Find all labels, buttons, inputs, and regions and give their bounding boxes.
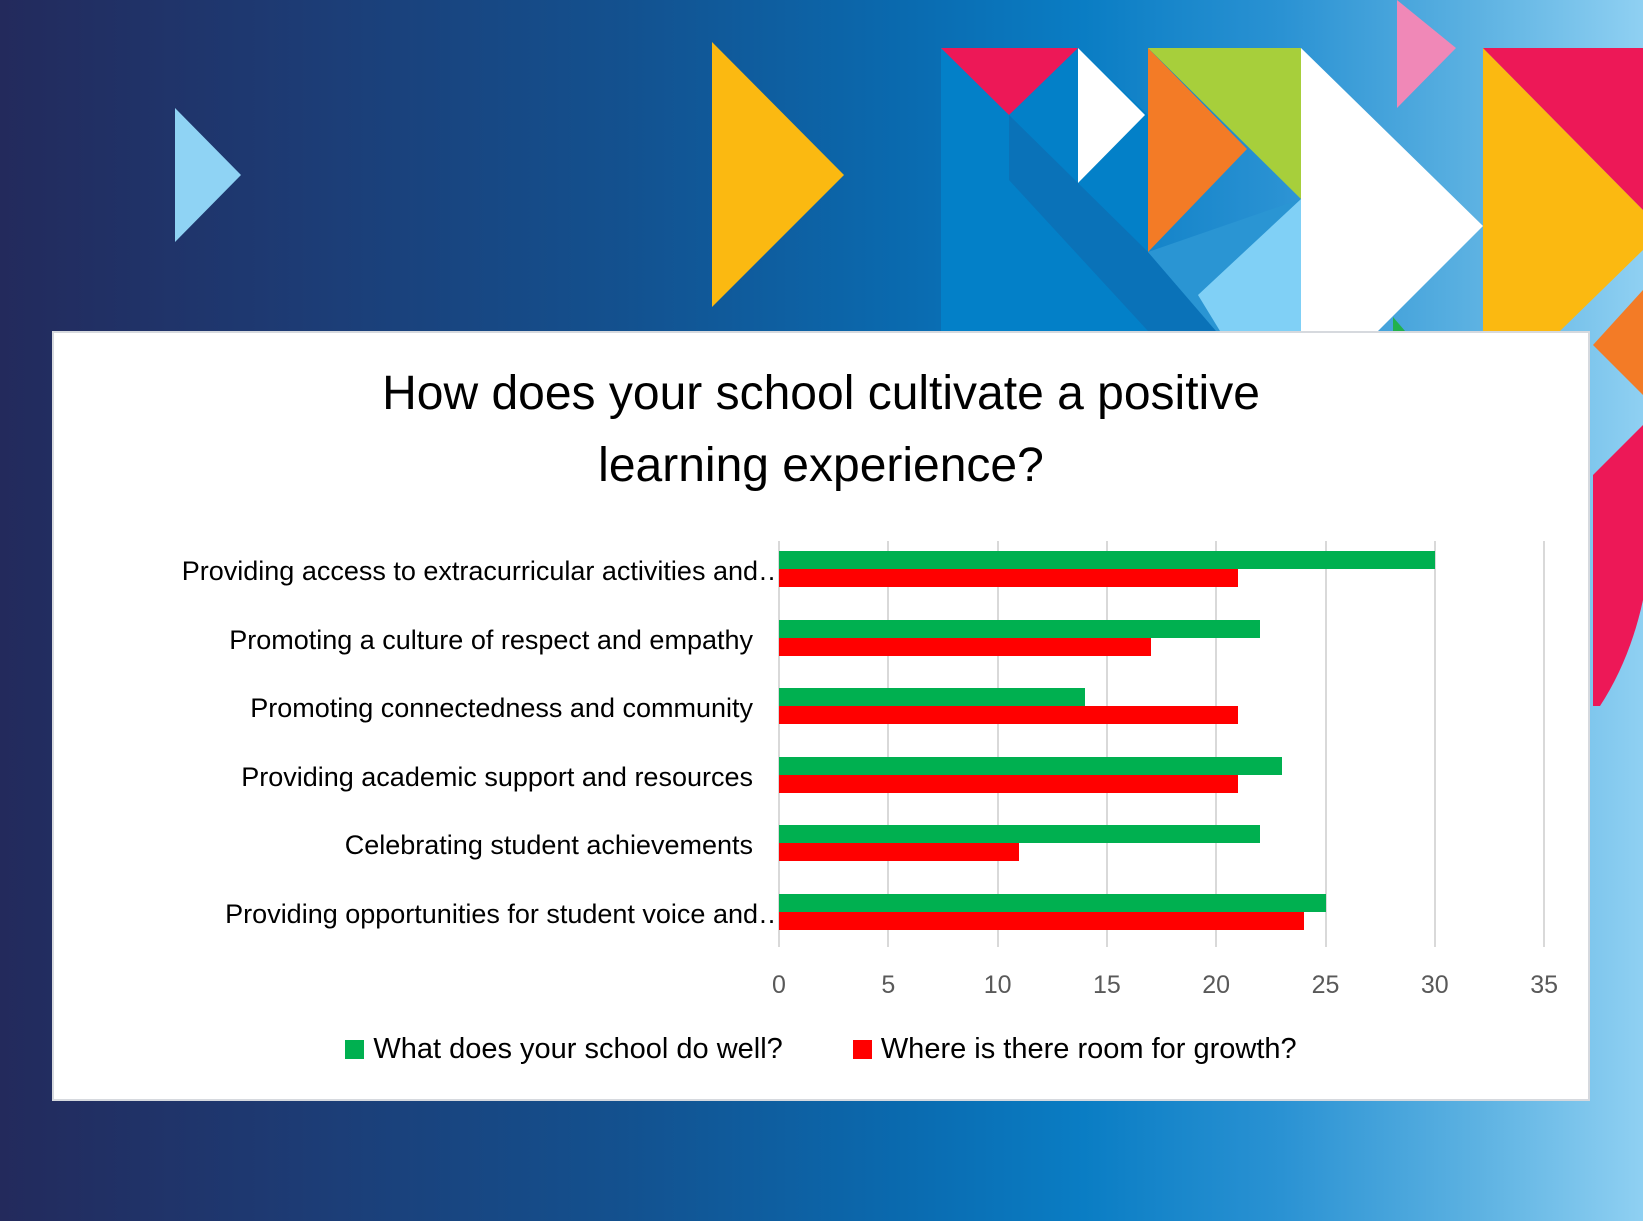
x-axis-tick-label: 10 — [983, 971, 1012, 999]
shape-orange-right — [1593, 290, 1643, 395]
legend-label: What does your school do well? — [373, 1033, 783, 1065]
gridline — [996, 541, 999, 947]
category-labels: Providing access to extracurricular acti… — [54, 333, 785, 1099]
bar-room-for-growth — [779, 706, 1239, 724]
bar-do-well — [779, 688, 1086, 706]
triangle-shape-red-right — [1483, 48, 1643, 210]
bar-room-for-growth — [779, 569, 1239, 587]
arrow-shape-light-blue — [175, 108, 241, 242]
chart-title: How does your school cultivate a positiv… — [54, 358, 1588, 502]
y-axis-line — [778, 541, 780, 947]
gridline — [1543, 541, 1546, 947]
legend: What does your school do well? Where is … — [54, 1033, 1588, 1066]
bar-room-for-growth — [779, 843, 1020, 861]
gridline — [887, 541, 890, 947]
arrow-shape-pink — [1397, 0, 1456, 108]
gridline — [1215, 541, 1218, 947]
bar-do-well — [779, 551, 1435, 569]
x-axis-tick-label: 30 — [1420, 971, 1449, 999]
category-label: Providing opportunities for student voic… — [225, 899, 785, 929]
legend-swatch-green — [345, 1040, 365, 1059]
x-axis-tick-label: 25 — [1311, 971, 1340, 999]
triangle-shape-orange — [1148, 48, 1247, 252]
x-axis-tick-label: 15 — [1092, 971, 1121, 999]
category-label: Providing access to extracurricular acti… — [181, 556, 785, 586]
shape-red-crescent — [1593, 425, 1643, 706]
bar-do-well — [779, 894, 1326, 912]
legend-swatch-red — [852, 1040, 872, 1059]
bar-room-for-growth — [779, 638, 1151, 656]
bar-room-for-growth — [779, 775, 1239, 793]
bar-do-well — [779, 757, 1282, 775]
category-label: Celebrating student achievements — [344, 830, 753, 860]
bar-do-well — [779, 825, 1260, 843]
arrow-shape-white — [1301, 48, 1483, 331]
category-label: Providing academic support and resources — [241, 762, 753, 792]
gridline — [1433, 541, 1436, 947]
category-label: Promoting a culture of respect and empat… — [229, 625, 753, 655]
gridline — [1324, 541, 1327, 947]
x-axis-tick-label: 5 — [881, 971, 896, 999]
x-axis-tick-label: 35 — [1530, 971, 1558, 999]
x-axis-tick-label: 20 — [1202, 971, 1231, 999]
bar-do-well — [779, 620, 1260, 638]
x-axis-tick-label: 0 — [772, 971, 786, 999]
chart-title-line-2: learning experience? — [598, 439, 1044, 492]
gridline — [1105, 541, 1108, 947]
legend-item-do-well: What does your school do well? — [345, 1033, 783, 1066]
bar-room-for-growth — [779, 912, 1304, 930]
chart-card: How does your school cultivate a positiv… — [52, 331, 1590, 1101]
arrow-shape-yellow — [712, 42, 844, 307]
category-label: Promoting connectedness and community — [250, 693, 753, 723]
legend-label: Where is there room for growth? — [880, 1033, 1297, 1065]
shape-yellow-right — [1483, 48, 1643, 331]
legend-item-room-for-growth: Where is there room for growth? — [852, 1033, 1297, 1066]
arrow-shape-white-small — [1078, 48, 1145, 183]
chart-title-line-1: How does your school cultivate a positiv… — [382, 367, 1260, 420]
triangle-shape-green — [1148, 48, 1301, 199]
triangle-shape-red — [941, 48, 1078, 115]
